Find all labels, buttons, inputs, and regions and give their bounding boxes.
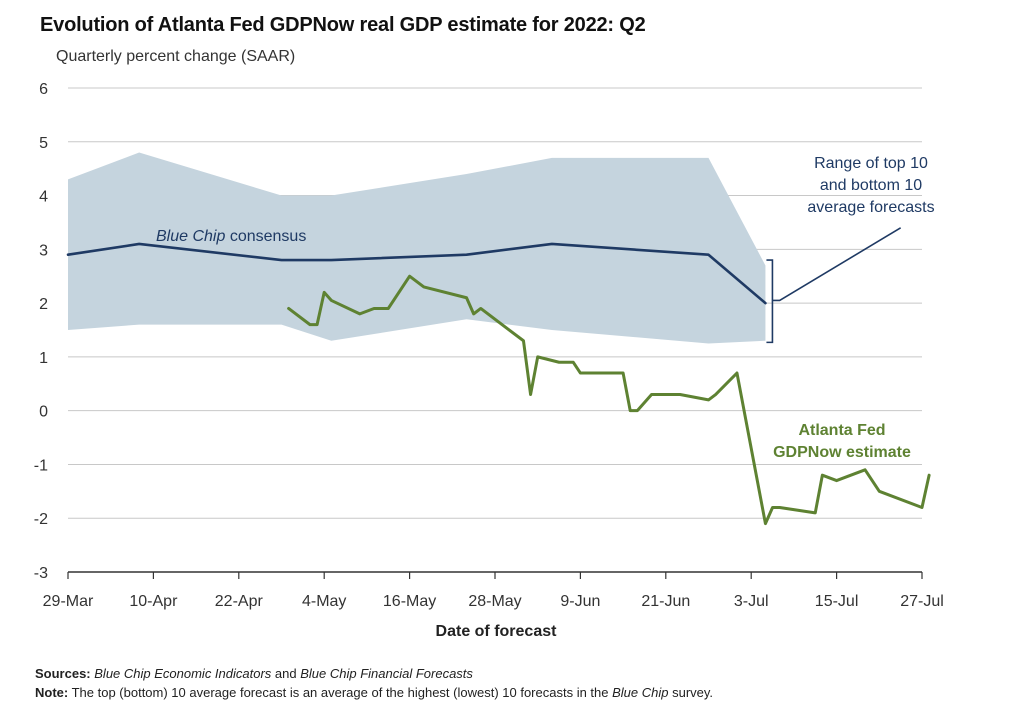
note-text: The top (bottom) 10 average forecast is … [68,685,613,700]
gdpnow-line [287,274,931,526]
note-footnote: Note: The top (bottom) 10 average foreca… [35,685,713,700]
y-tick-label: 3 [39,242,48,259]
sources-footnote: Sources: Blue Chip Economic Indicators a… [35,666,473,681]
y-tick-label: 2 [39,296,48,313]
chart-title: Evolution of Atlanta Fed GDPNow real GDP… [40,14,646,36]
sources-mid: and [271,666,301,681]
y-tick-label: 5 [39,135,48,152]
y-tick-label: 0 [39,404,48,421]
consensus-line [66,242,767,305]
range-leader-line [772,227,902,302]
series-layer [66,242,931,526]
x-tick-label: 21-Jun [641,593,690,610]
consensus-annotation: Blue Chip consensus [156,228,306,245]
y-tick-label: 6 [39,81,48,98]
y-tick-label: -2 [34,511,48,528]
annotation-rest: consensus [225,228,306,245]
annotation-layer: Blue Chip consensus Range of top 10 and bo… [156,155,935,461]
annotation-line: average forecasts [807,199,934,216]
annotation-line: Range of top 10 [814,155,928,172]
sources-label: Sources: [35,666,91,681]
note-label: Note: [35,685,69,700]
annotation-italic: Blue Chip [156,228,225,245]
x-tick-label: 22-Apr [215,593,264,610]
y-tick-label: -3 [34,565,48,582]
range-band-layer [68,152,766,344]
annotation-line: GDPNow estimate [773,444,911,461]
note-end: survey. [668,685,714,700]
x-tick-label: 10-Apr [129,593,178,610]
range-bracket [766,259,774,344]
annotation-line: and bottom 10 [820,177,922,194]
axis-layer: -3 -2 -1 0 1 2 3 4 5 6 29-Mar 10-Apr 22-Apr 4-May 16-M… [34,81,944,640]
x-tick-label: 4-May [302,593,346,610]
x-tick-label: 3-Jul [734,593,769,610]
x-tick-label: 28-May [468,593,521,610]
annotation-line: Atlanta Fed [798,422,885,439]
x-tick-label: 27-Jul [900,593,944,610]
range-band [68,152,766,344]
x-tick-label: 15-Jul [815,593,859,610]
x-tick-label: 29-Mar [43,593,94,610]
y-tick-label: 4 [39,189,48,206]
x-axis-label: Date of forecast [436,623,558,640]
note-italic: Blue Chip [612,685,669,700]
x-tick-label: 9-Jun [560,593,600,610]
chart-subtitle: Quarterly percent change (SAAR) [56,48,296,65]
source-1: Blue Chip Economic Indicators [94,666,272,681]
y-tick-label: 1 [39,350,48,367]
gdpnow-annotation: Atlanta Fed GDPNow estimate [773,422,911,461]
y-tick-label: -1 [34,457,48,474]
source-2: Blue Chip Financial Forecasts [300,666,473,681]
x-tick-label: 16-May [383,593,436,610]
range-annotation: Range of top 10 and bottom 10 average fore… [807,155,934,216]
